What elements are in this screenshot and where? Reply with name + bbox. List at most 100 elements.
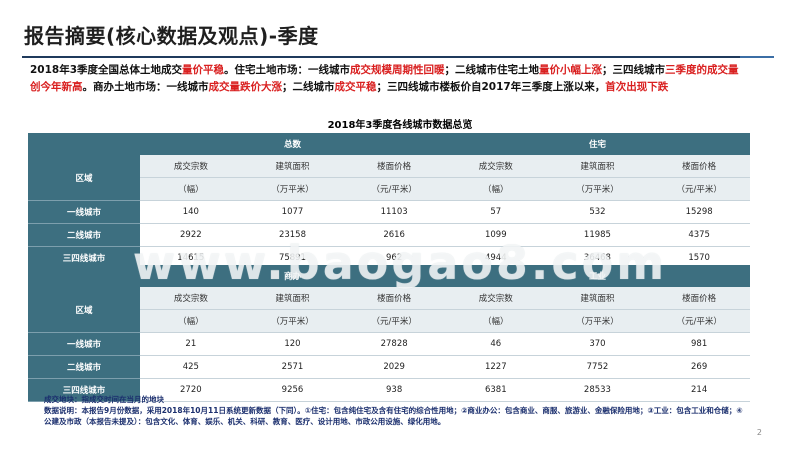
unit-label: （万平米） — [241, 177, 344, 201]
table-cell: 2029 — [343, 355, 445, 379]
group-label-industrial: 工业 — [444, 265, 750, 287]
city-tier-label: 一线城市 — [28, 200, 140, 224]
data-table-total-residential: 总数 住宅 区域 成交宗数 建筑面积 楼面价格 成交宗数 建筑面积 楼面价格 （… — [28, 133, 750, 270]
col-label: 楼面价格 — [648, 287, 750, 310]
unit-label: （万平米） — [546, 309, 649, 333]
table-cell: 214 — [648, 378, 750, 402]
group-label-commercial: 商办 — [140, 265, 445, 287]
unit-label: （幅） — [444, 177, 547, 201]
title-divider — [22, 56, 740, 58]
table-title: 2018年3季度各线城市数据总览 — [327, 120, 473, 131]
table-cell: 9256 — [241, 378, 344, 402]
region-header: 区域 — [28, 155, 140, 201]
table-cell: 2616 — [343, 223, 445, 247]
table-cell: 370 — [546, 332, 649, 356]
footnote-line: 成交地块：指成交时间在当月的地块 — [44, 395, 164, 404]
unit-label: （元/平米） — [648, 177, 750, 201]
table-cell: 2571 — [241, 355, 344, 379]
group-label-residential: 住宅 — [444, 133, 750, 155]
table-cell: 7752 — [546, 355, 649, 379]
table-cell: 1227 — [444, 355, 547, 379]
region-header: 区域 — [28, 287, 140, 333]
watermark-text: www.baogao8.com — [132, 236, 668, 290]
unit-label-row: （幅） （万平米） （元/平米） （幅） （万平米） （元/平米） — [28, 309, 750, 333]
col-label: 成交宗数 — [444, 155, 547, 178]
slide-title: 报告摘要(核心数据及观点)-季度 — [24, 24, 319, 48]
summary-highlight: 成交平稳 — [334, 81, 377, 93]
summary-highlight: 量价小幅上涨 — [539, 64, 603, 76]
unit-label: （幅） — [140, 177, 242, 201]
table-cell: 28533 — [546, 378, 649, 402]
table-cell: 1077 — [241, 200, 344, 224]
summary-text: 2018年3季度全国总体土地成交 — [30, 64, 183, 76]
unit-label-row: （幅） （万平米） （元/平米） （幅） （万平米） （元/平米） — [28, 177, 750, 201]
table-cell: 981 — [648, 332, 750, 356]
table-cell: 120 — [241, 332, 344, 356]
table-row: 三四线城市 14615 75891 962 4944 36468 1570 — [28, 246, 750, 270]
unit-label: （元/平米） — [648, 309, 750, 333]
table-row: 一线城市 21 120 27828 46 370 981 — [28, 332, 750, 356]
table-cell: 36468 — [546, 246, 649, 270]
summary-text: ；三四线城市楼板价自2017年三季度上涨以来， — [376, 81, 606, 93]
summary-text: 。商办土地市场：一线城市 — [82, 81, 209, 93]
table-cell: 11103 — [343, 200, 445, 224]
summary-text: ；三四线城市 — [602, 64, 666, 76]
table-cell: 425 — [140, 355, 242, 379]
city-tier-label: 二线城市 — [28, 223, 140, 247]
summary-highlight: 首次出现下跌 — [605, 81, 669, 93]
table-cell: 1099 — [444, 223, 547, 247]
col-label: 成交宗数 — [140, 287, 242, 310]
unit-label: （万平米） — [241, 309, 344, 333]
unit-label: （万平米） — [546, 177, 649, 201]
table-row: 二线城市 425 2571 2029 1227 7752 269 — [28, 355, 750, 379]
table-cell: 2720 — [140, 378, 242, 402]
table-cell: 140 — [140, 200, 242, 224]
col-label: 成交宗数 — [444, 287, 547, 310]
column-label-row: 区域 成交宗数 建筑面积 楼面价格 成交宗数 建筑面积 楼面价格 — [28, 155, 750, 201]
city-tier-label: 二线城市 — [28, 355, 140, 379]
unit-label: （元/平米） — [343, 309, 445, 333]
col-label: 成交宗数 — [140, 155, 242, 178]
group-label-total: 总数 — [140, 133, 445, 155]
table-group-header: 总数 住宅 — [28, 133, 750, 155]
summary-highlight: 成交量跌价大涨 — [208, 81, 283, 93]
data-table-commercial-industrial: 商办 工业 区域 成交宗数 建筑面积 楼面价格 成交宗数 建筑面积 楼面价格 （… — [28, 265, 750, 402]
table-cell: 269 — [648, 355, 750, 379]
unit-label: （幅） — [140, 309, 242, 333]
col-label: 建筑面积 — [546, 287, 649, 310]
table-cell: 962 — [343, 246, 445, 270]
city-tier-label: 三四线城市 — [28, 378, 140, 402]
unit-label: （元/平米） — [343, 177, 445, 201]
table-corner — [28, 265, 140, 287]
city-tier-label: 三四线城市 — [28, 246, 140, 270]
table-cell: 23158 — [241, 223, 344, 247]
footnotes: 成交地块：指成交时间在当月的地块 数据说明：本报告9月份数据，采用2018年10… — [44, 394, 744, 427]
summary-highlight: 成交规模周期性回暖 — [350, 64, 445, 76]
table-cell: 27828 — [343, 332, 445, 356]
table-cell: 532 — [546, 200, 649, 224]
col-label: 建筑面积 — [241, 155, 344, 178]
table-cell: 14615 — [140, 246, 242, 270]
table-row: 一线城市 140 1077 11103 57 532 15298 — [28, 200, 750, 224]
summary-highlight: 三季度的成交量创今年新高 — [30, 64, 739, 93]
col-label: 建筑面积 — [546, 155, 649, 178]
table-cell: 21 — [140, 332, 242, 356]
table-cell: 57 — [444, 200, 547, 224]
table-cell: 2922 — [140, 223, 242, 247]
city-tier-label: 一线城市 — [28, 332, 140, 356]
summary-highlight: 量价平稳 — [182, 64, 225, 76]
summary-text: 。住宅土地市场：一线城市 — [224, 64, 351, 76]
table-row: 三四线城市 2720 9256 938 6381 28533 214 — [28, 378, 750, 402]
column-label-row: 区域 成交宗数 建筑面积 楼面价格 成交宗数 建筑面积 楼面价格 — [28, 287, 750, 333]
table-cell: 6381 — [444, 378, 547, 402]
summary-text: ；二线城市 — [282, 81, 335, 93]
table-cell: 4375 — [648, 223, 750, 247]
col-label: 楼面价格 — [343, 155, 445, 178]
title-divider-accent — [740, 56, 774, 58]
table-group-header: 商办 工业 — [28, 265, 750, 287]
table-corner — [28, 133, 140, 155]
summary-paragraph: 2018年3季度全国总体土地成交量价平稳。住宅土地市场：一线城市成交规模周期性回… — [30, 62, 742, 96]
table-cell: 75891 — [241, 246, 344, 270]
col-label: 楼面价格 — [648, 155, 750, 178]
col-label: 楼面价格 — [343, 287, 445, 310]
